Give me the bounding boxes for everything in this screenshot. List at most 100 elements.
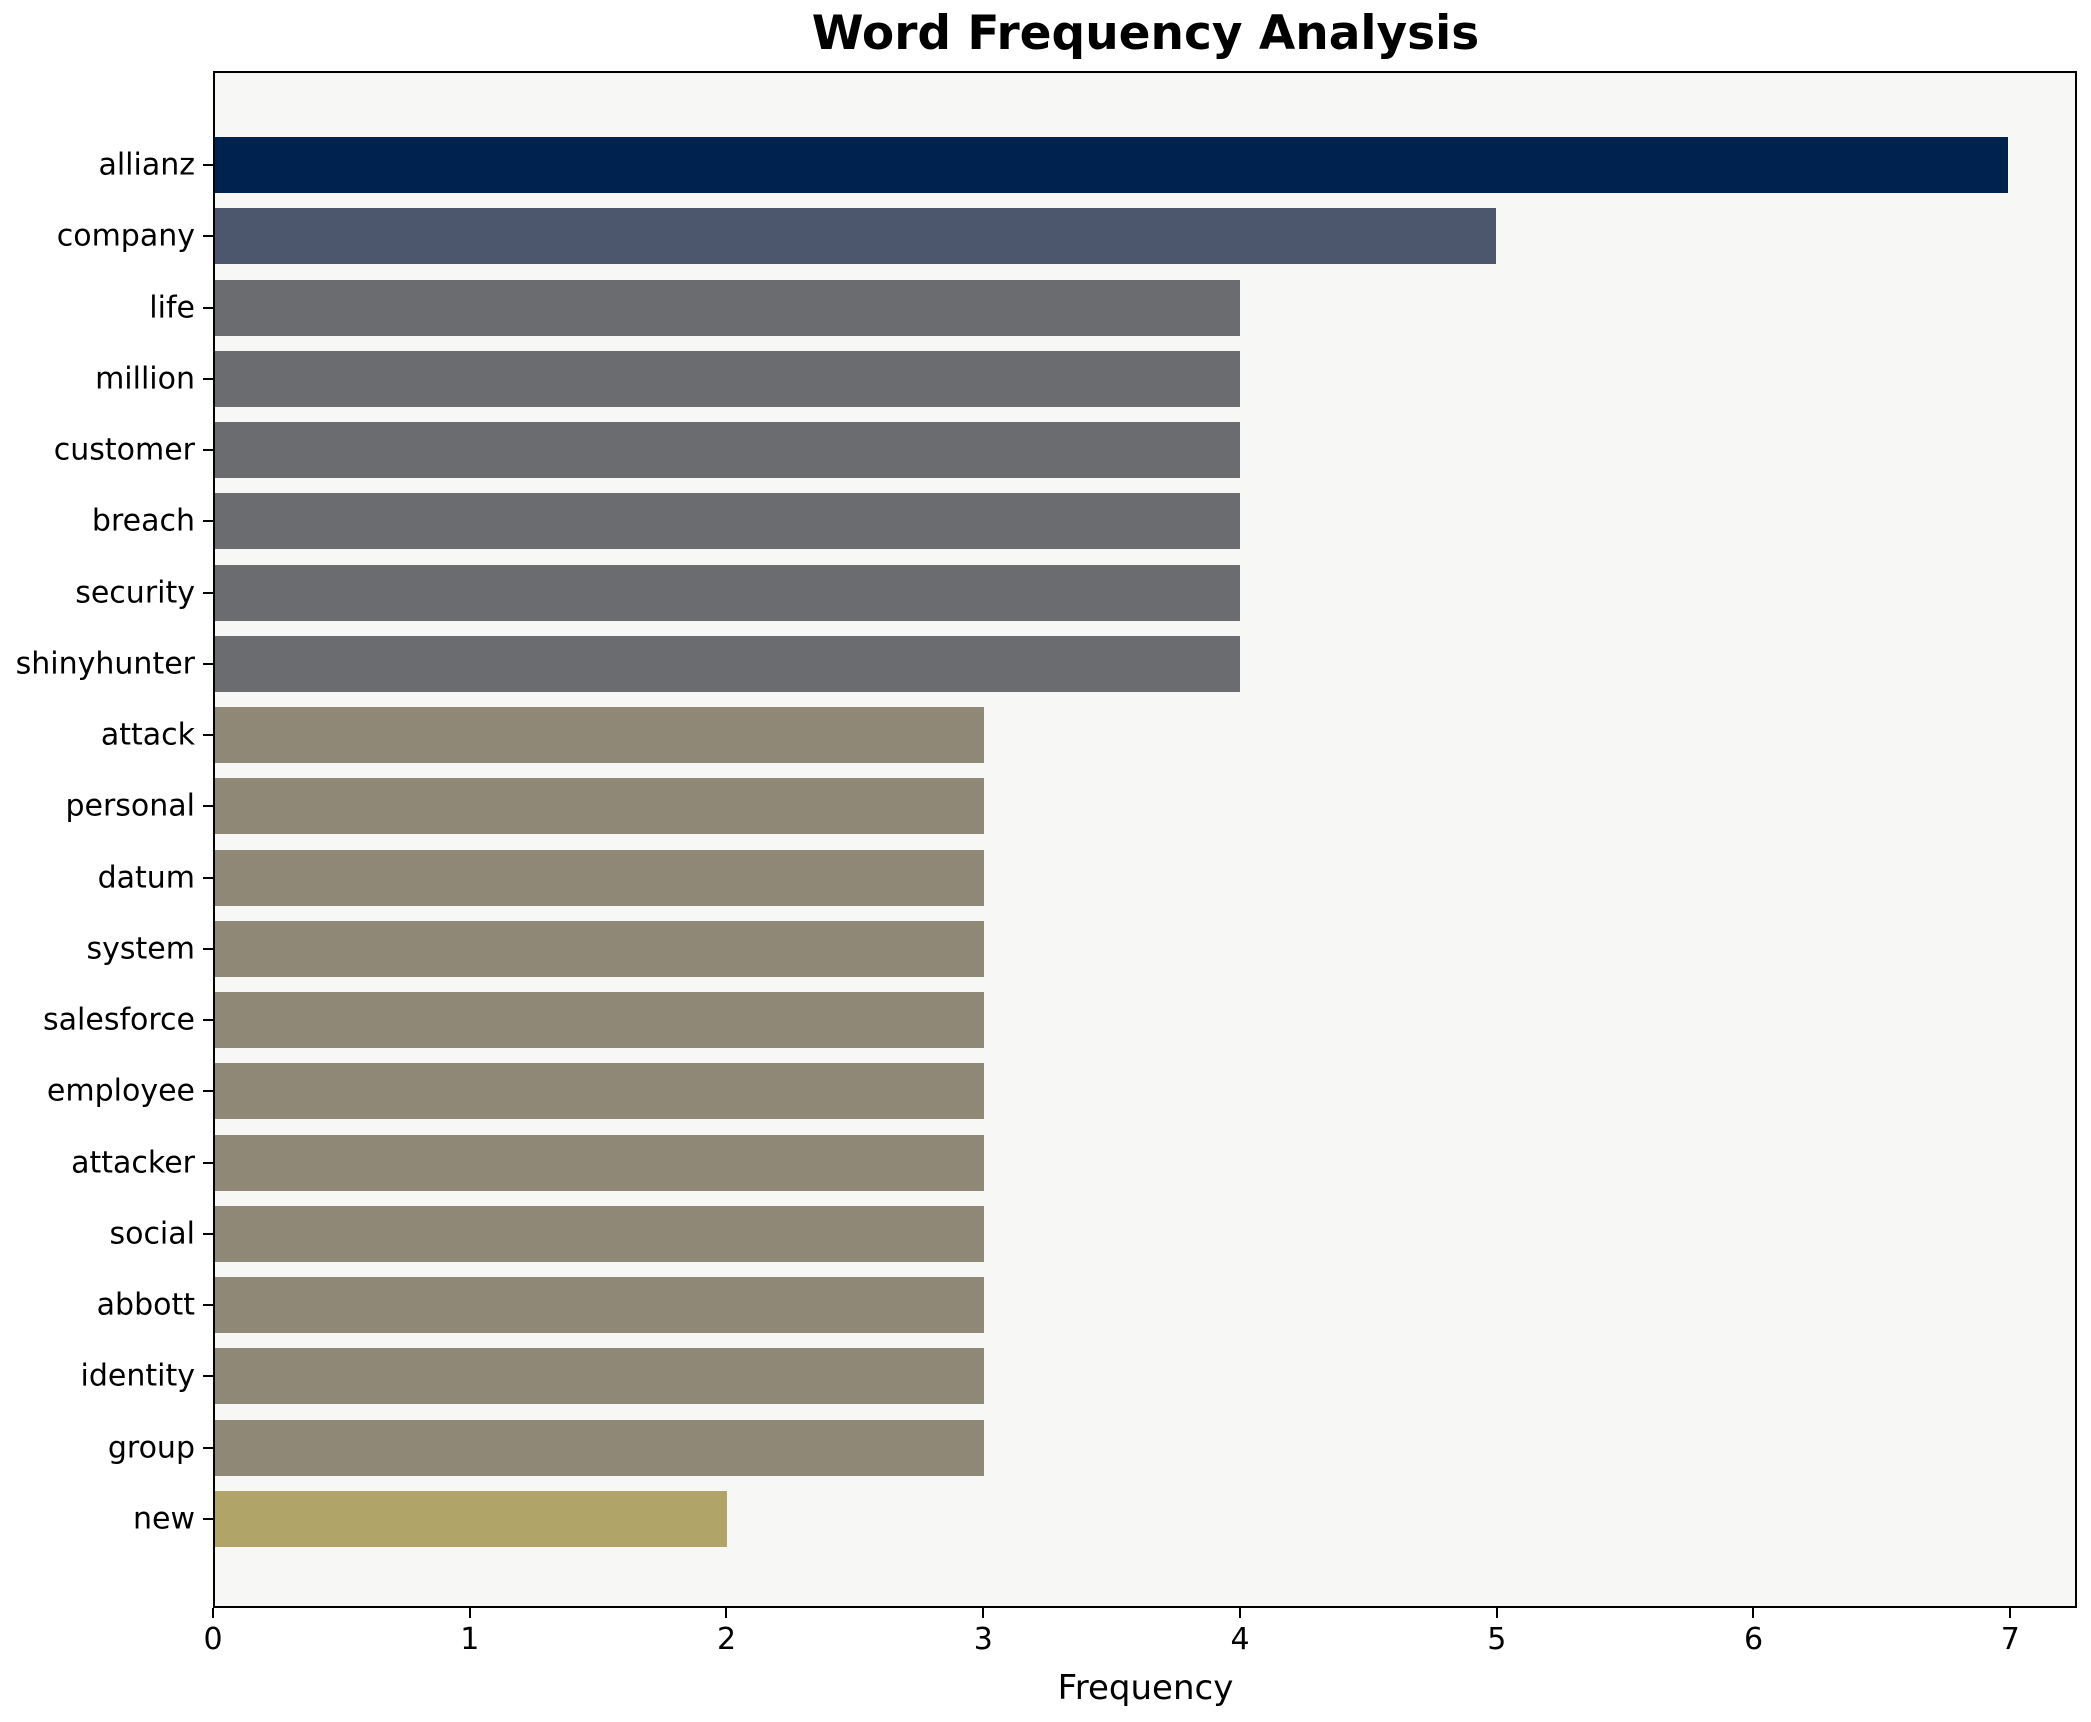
y-tick-label: salesforce: [43, 1002, 195, 1038]
bar-row: abbott: [97, 1277, 2075, 1333]
x-tick-label: 3: [973, 1622, 993, 1657]
y-tick-mark: [203, 449, 213, 451]
bar: [215, 849, 984, 906]
bar: [215, 137, 2009, 193]
y-tick-label: system: [86, 931, 195, 967]
y-tick-mark: [203, 1517, 213, 1520]
bar-row: life: [149, 279, 2075, 336]
x-tick-label: 7: [2000, 1622, 2020, 1657]
y-tick-label: security: [75, 575, 195, 610]
y-tick-mark: [203, 1161, 213, 1164]
bar: [215, 493, 1240, 550]
bar-row: security: [75, 564, 2075, 621]
y-tick-label: attack: [100, 717, 195, 753]
bar-row: identity: [81, 1348, 2075, 1405]
bar-row: company: [57, 208, 2075, 265]
y-tick-label: personal: [65, 788, 195, 824]
y-tick-label: abbott: [96, 1287, 195, 1323]
x-tick-label: 5: [1487, 1622, 1507, 1657]
y-tick-label: company: [56, 218, 195, 254]
bar: [215, 778, 984, 835]
x-tick-mark: [2009, 1608, 2012, 1618]
bars-container: allianz company life million customer breach s…: [16, 137, 2075, 1547]
bar-row: new: [133, 1490, 2075, 1547]
bar: [215, 208, 1496, 265]
bar: [215, 992, 984, 1048]
x-tick-mark: [1495, 1608, 1498, 1618]
bar: [215, 1134, 984, 1191]
x-tick-mark: [982, 1608, 985, 1618]
y-tick-label: customer: [53, 432, 195, 468]
x-axis-label: Frequency: [1057, 1668, 1234, 1708]
bar-row: breach: [92, 493, 2075, 550]
bar-row: social: [109, 1205, 2075, 1262]
bar-row: salesforce: [43, 992, 2075, 1048]
y-tick-mark: [203, 1304, 213, 1306]
y-tick-label: new: [132, 1501, 195, 1537]
bar-row: employee: [47, 1063, 2075, 1120]
y-tick-label: million: [95, 361, 195, 397]
bar-row: attacker: [71, 1134, 2075, 1191]
y-tick-mark: [203, 164, 213, 166]
bar-row: attack: [101, 707, 2075, 763]
y-tick-label: shinyhunter: [15, 646, 195, 682]
y-tick-mark: [203, 1375, 213, 1378]
y-tick-label: group: [107, 1430, 195, 1465]
y-tick-mark: [203, 520, 213, 523]
bar-row: shinyhunter: [16, 635, 2075, 692]
chart-title: Word Frequency Analysis: [811, 6, 1480, 61]
bar-row: customer: [54, 422, 2075, 478]
y-tick-mark: [203, 734, 213, 736]
y-tick-mark: [203, 1019, 213, 1021]
x-tick-mark: [1752, 1608, 1755, 1618]
bar-row: system: [87, 920, 2075, 977]
y-tick-label: identity: [80, 1358, 195, 1394]
bar-row: group: [108, 1419, 2075, 1476]
x-tick-label: 0: [203, 1622, 223, 1657]
y-tick-mark: [203, 1446, 213, 1449]
y-tick-label: datum: [97, 860, 195, 895]
bar-row: datum: [98, 849, 2075, 906]
y-tick-mark: [203, 1090, 213, 1093]
bar: [215, 564, 1240, 621]
x-tick-mark: [468, 1608, 471, 1618]
x-tick-mark: [212, 1608, 214, 1618]
y-tick-mark: [203, 1232, 213, 1235]
y-tick-label: employee: [46, 1073, 195, 1109]
y-tick-label: attacker: [71, 1145, 195, 1180]
x-tick-mark: [1238, 1608, 1241, 1618]
y-tick-mark: [203, 591, 213, 594]
bar-row: million: [95, 350, 2075, 407]
y-tick-mark: [203, 876, 213, 879]
bar: [215, 1419, 984, 1476]
y-tick-mark: [203, 306, 213, 309]
y-tick-mark: [203, 662, 213, 665]
x-tick-mark: [725, 1608, 728, 1618]
bar: [215, 350, 1240, 407]
plot-area: allianz company life million customer breach s…: [16, 71, 2077, 1608]
x-tick-label: 4: [1230, 1622, 1250, 1657]
bar: [215, 1348, 984, 1405]
bar: [215, 422, 1240, 478]
bar: [215, 707, 984, 763]
y-tick-mark: [203, 235, 213, 238]
bar: [215, 635, 1240, 692]
y-tick-mark: [203, 805, 213, 808]
y-tick-mark: [203, 947, 213, 950]
y-tick-label: life: [149, 290, 195, 325]
bar: [215, 1490, 728, 1547]
bar: [215, 1063, 984, 1120]
bar: [215, 920, 984, 977]
x-tick-label: 6: [1743, 1622, 1764, 1657]
y-tick-label: social: [109, 1216, 195, 1252]
bar-row: personal: [65, 778, 2075, 835]
y-tick-mark: [203, 377, 213, 380]
y-tick-label: allianz: [98, 147, 195, 183]
bar: [215, 279, 1240, 336]
bar: [215, 1277, 984, 1333]
x-tick-label: 2: [716, 1622, 737, 1657]
bar-row: allianz: [98, 137, 2075, 193]
x-tick-label: 1: [460, 1622, 480, 1657]
y-tick-label: breach: [91, 503, 195, 539]
